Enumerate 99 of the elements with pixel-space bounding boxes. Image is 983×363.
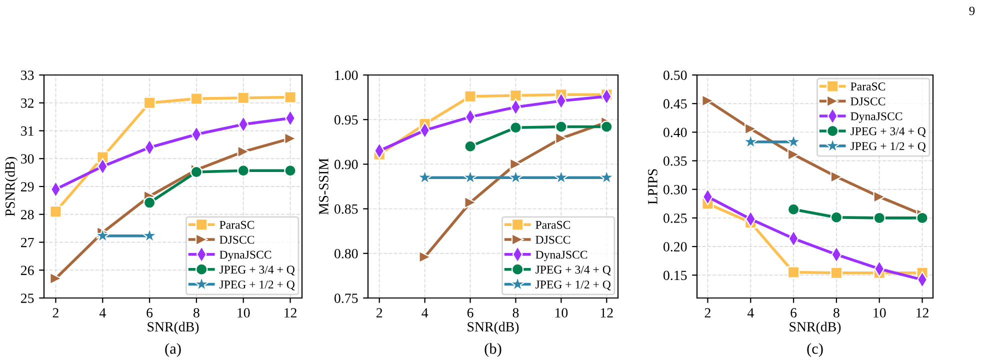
point xyxy=(417,169,433,184)
legend-label: JPEG + 1/2 + Q xyxy=(536,280,611,290)
point xyxy=(916,212,928,224)
y-tick-label: 33 xyxy=(21,70,34,80)
point xyxy=(464,140,476,152)
x-tick-label: 6 xyxy=(790,308,797,318)
y-tick-label: 0.40 xyxy=(664,128,687,138)
y-tick-label: 0.75 xyxy=(334,294,358,304)
y-tick-label: 0.15 xyxy=(664,270,687,280)
y-tick-label: 30 xyxy=(21,154,34,164)
point xyxy=(744,122,757,135)
y-tick-label: 31 xyxy=(21,126,34,136)
text: (a) xyxy=(165,343,181,357)
x-tick-label: 8 xyxy=(194,308,200,318)
y-tick-label: 0.20 xyxy=(664,242,687,252)
y-tick-label: 0.50 xyxy=(664,70,687,80)
point xyxy=(462,169,478,184)
x-tick-label: 10 xyxy=(555,308,568,318)
point xyxy=(598,169,614,184)
y-tick-label: 0.85 xyxy=(334,204,358,214)
legend-label: DynaJSCC xyxy=(220,250,272,262)
point xyxy=(508,169,524,184)
legend-label: JPEG + 3/4 + Q xyxy=(536,266,611,276)
y-tick-label: 0.30 xyxy=(664,184,687,194)
legend-label: ParaSC xyxy=(536,220,570,229)
legend-label: DJSCC xyxy=(850,97,886,106)
point xyxy=(873,190,886,203)
point xyxy=(830,211,843,224)
point xyxy=(555,132,568,144)
x-tick-label: 12 xyxy=(600,308,613,318)
x-tick-label: 4 xyxy=(422,308,428,318)
y-tick-label: 0.80 xyxy=(334,248,358,258)
x-tick-label: 8 xyxy=(834,308,840,318)
legend-label: DynaJSCC xyxy=(536,250,588,262)
x-tick-label: 2 xyxy=(376,308,382,318)
y-tick-label: 0.25 xyxy=(664,214,687,223)
y-tick-label: 0.45 xyxy=(664,99,687,109)
x-axis-title: SNR(dB) xyxy=(790,322,841,334)
legend-label: DJSCC xyxy=(536,236,570,244)
point xyxy=(510,158,522,170)
point xyxy=(190,166,203,178)
y-tick-label: 0.95 xyxy=(334,115,358,125)
point xyxy=(555,120,568,133)
legend-label: JPEG + 1/2 + Q xyxy=(220,280,295,290)
x-tick-label: 6 xyxy=(146,308,153,318)
point xyxy=(787,203,800,216)
point xyxy=(787,266,800,278)
point xyxy=(830,170,843,183)
y-axis-title: PSNR(dB) xyxy=(5,157,18,216)
x-axis-title: SNR(dB) xyxy=(148,322,199,334)
point xyxy=(237,164,250,177)
legend-label: ParaSC xyxy=(220,220,254,229)
y-tick-label: 25 xyxy=(21,294,34,303)
point xyxy=(143,196,156,209)
point xyxy=(787,148,800,161)
y-tick-label: 32 xyxy=(21,98,34,108)
text: 9 xyxy=(969,6,975,16)
y-tick-label: 1.00 xyxy=(335,70,358,80)
point xyxy=(190,92,203,105)
point xyxy=(510,122,522,134)
y-tick-label: 27 xyxy=(21,238,34,248)
point xyxy=(50,205,62,218)
y-axis-title: LPIPS xyxy=(648,169,658,204)
y-tick-label: 0.35 xyxy=(664,156,687,166)
point xyxy=(284,164,296,177)
x-tick-label: 4 xyxy=(747,308,754,318)
point xyxy=(873,212,886,224)
legend-label: DJSCC xyxy=(220,236,254,244)
y-tick-label: 29 xyxy=(21,182,34,192)
x-axis-title: SNR(dB) xyxy=(468,322,519,334)
y-tick-label: 28 xyxy=(21,210,34,220)
x-tick-label: 10 xyxy=(238,308,250,318)
y-tick-label: 26 xyxy=(21,266,34,276)
x-tick-label: 10 xyxy=(874,308,886,318)
point xyxy=(553,169,569,184)
point xyxy=(464,90,476,103)
legend-label: JPEG + 3/4 + Q xyxy=(220,266,295,276)
text: (b) xyxy=(484,343,502,357)
x-tick-label: 4 xyxy=(99,308,106,318)
x-tick-label: 12 xyxy=(916,308,928,318)
point xyxy=(600,120,613,133)
legend-label: DynaJSCC xyxy=(850,112,902,123)
x-tick-label: 8 xyxy=(512,308,519,318)
x-tick-label: 2 xyxy=(704,308,710,318)
x-tick-label: 2 xyxy=(52,308,58,318)
point xyxy=(237,146,250,158)
point xyxy=(510,89,522,102)
y-tick-label: 0.90 xyxy=(334,160,358,170)
legend-label: JPEG + 3/4 + Q xyxy=(850,127,926,138)
point xyxy=(830,266,843,279)
point xyxy=(143,96,156,109)
text: (c) xyxy=(807,343,823,357)
point xyxy=(237,92,250,104)
legend-label: JPEG + 1/2 + Q xyxy=(850,142,926,152)
x-tick-label: 12 xyxy=(284,308,296,318)
legend-label: ParaSC xyxy=(850,82,886,90)
x-tick-label: 6 xyxy=(467,308,474,318)
point xyxy=(284,91,296,104)
y-axis-title: MS-SSIM xyxy=(319,158,328,215)
